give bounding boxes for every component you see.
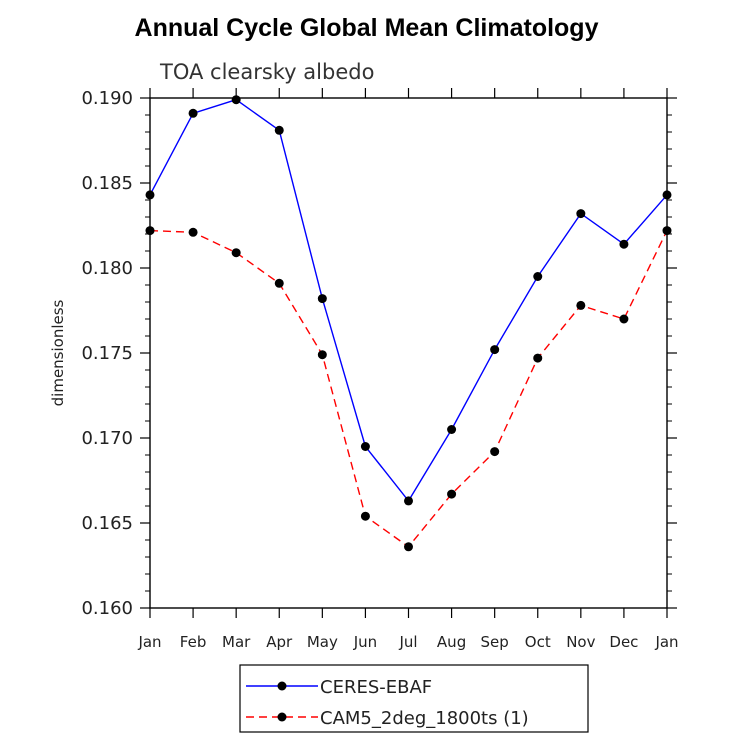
- data-point: [662, 190, 672, 200]
- legend-label: CAM5_2deg_1800ts (1): [320, 708, 529, 729]
- data-point: [145, 226, 155, 236]
- data-point: [404, 542, 413, 552]
- x-tick-label: May: [307, 633, 338, 651]
- legend-marker: [277, 712, 287, 722]
- x-tick-label: Nov: [566, 633, 595, 651]
- y-tick-label: 0.175: [81, 343, 133, 364]
- y-tick-label: 0.190: [81, 88, 133, 109]
- x-tick-label: Sep: [481, 633, 509, 651]
- data-point: [619, 314, 629, 324]
- data-point: [274, 125, 284, 135]
- data-point: [360, 511, 370, 521]
- x-tick-label: Oct: [525, 633, 551, 651]
- y-ticks: 0.160 0.165 0.170 0.175 0.180 0.185 0.190: [81, 88, 677, 619]
- data-point: [231, 95, 241, 105]
- data-point: [145, 190, 155, 200]
- y-tick-label: 0.165: [81, 513, 133, 534]
- x-tick-label: Aug: [437, 633, 466, 651]
- x-tick-label: Apr: [266, 633, 293, 651]
- y-tick-label: 0.180: [81, 258, 133, 279]
- legend-box: [239, 664, 589, 733]
- data-point: [533, 353, 543, 363]
- legend-marker: [277, 681, 287, 691]
- data-point: [317, 294, 327, 304]
- data-point: [447, 425, 457, 434]
- plot-frame: [149, 97, 668, 609]
- data-point: [576, 209, 586, 219]
- x-tick-label: Jan: [654, 633, 678, 651]
- data-point: [404, 496, 413, 506]
- x-tick-label: Feb: [180, 633, 207, 651]
- data-point: [231, 248, 241, 258]
- legend: CERES-EBAF CAM5_2deg_1800ts (1): [239, 664, 589, 733]
- x-tick-label: Jul: [398, 633, 417, 651]
- y-tick-label: 0.185: [81, 173, 133, 194]
- data-point: [188, 227, 198, 237]
- x-ticks: Jan Feb Mar Apr May Jun Jul Aug Sep Oct Nov Dec Jan: [137, 88, 679, 651]
- data-point: [490, 447, 500, 457]
- x-tick-label: Mar: [222, 633, 251, 651]
- x-tick-label: Jun: [353, 633, 377, 651]
- y-axis-label: dimensionless: [49, 299, 67, 406]
- x-tick-label: Dec: [609, 633, 638, 651]
- data-point: [662, 226, 672, 236]
- data-point: [360, 442, 370, 451]
- data-point: [619, 239, 629, 249]
- chart-title: Annual Cycle Global Mean Climatology: [134, 14, 599, 42]
- data-point: [447, 489, 457, 499]
- x-tick-label: Jan: [137, 633, 161, 651]
- legend-label: CERES-EBAF: [320, 677, 432, 698]
- y-tick-label: 0.170: [81, 428, 133, 449]
- data-point: [576, 300, 586, 310]
- data-point: [274, 278, 284, 288]
- series-line: [149, 98, 668, 503]
- chart-subtitle: TOA clearsky albedo: [159, 60, 374, 84]
- data-point: [317, 350, 327, 360]
- data-point: [490, 345, 500, 355]
- series-layer: [145, 95, 672, 552]
- y-tick-label: 0.160: [81, 598, 133, 619]
- data-point: [533, 272, 543, 281]
- data-point: [188, 108, 198, 118]
